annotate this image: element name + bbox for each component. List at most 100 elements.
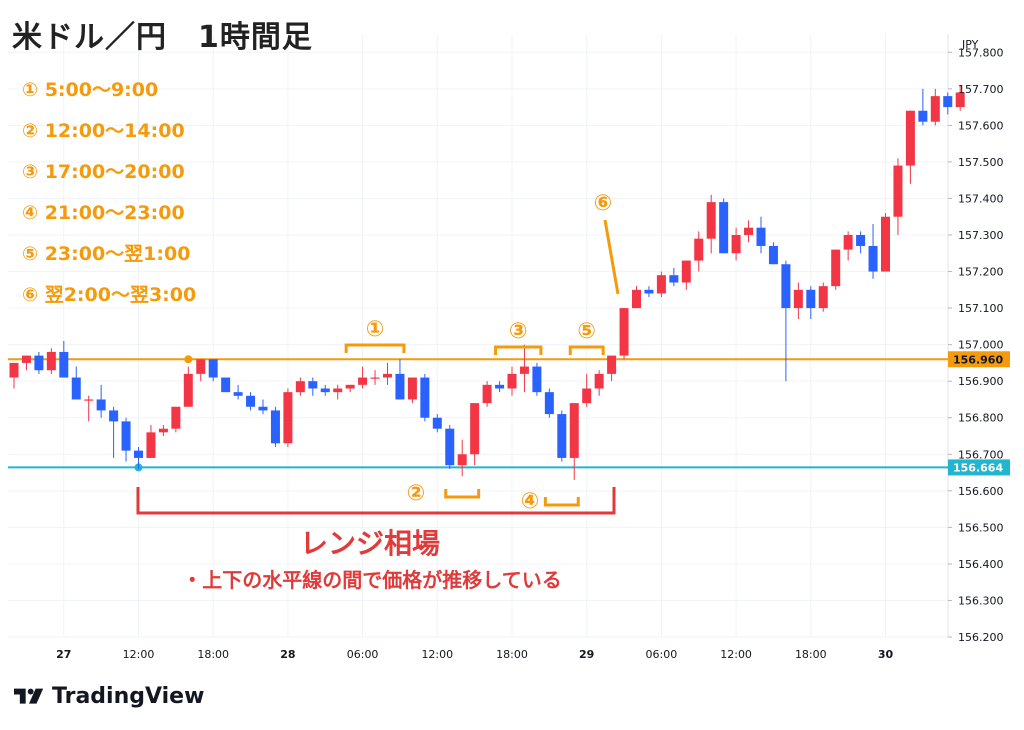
candle [706, 194, 716, 254]
candle [358, 366, 368, 389]
candle [756, 216, 766, 254]
bracket-5 [568, 345, 605, 355]
candle-body [694, 238, 704, 261]
time-axis: 27 12:00 18:00 28 06:00 12:00 18:00 29 06:00 12:0… [56, 648, 893, 661]
candle-body [84, 399, 94, 401]
y-tick-label: 156.700 [958, 448, 1004, 461]
candle [557, 410, 567, 462]
candle-body [121, 421, 131, 451]
candle-body [158, 428, 168, 433]
candle [843, 231, 853, 261]
candle-body [607, 355, 617, 374]
candle-body [482, 384, 492, 404]
marker-4: ④ [521, 489, 540, 514]
candle-body [233, 392, 243, 396]
x-tick-label: 30 [878, 648, 894, 661]
y-tick-label: 156.600 [958, 485, 1004, 498]
candle [544, 388, 554, 418]
candle-body [793, 289, 803, 309]
legend-item: ② 12:00〜14:00 [22, 120, 185, 142]
y-tick-label: 156.400 [958, 558, 1004, 571]
candle [619, 308, 629, 360]
candle-body [46, 351, 56, 371]
candle [781, 260, 791, 382]
y-tick-label: 156.900 [958, 375, 1004, 388]
candle-body [731, 235, 741, 254]
legend-item: ① 5:00〜9:00 [22, 79, 159, 101]
candle [594, 370, 604, 396]
y-tick-label: 156.300 [958, 594, 1004, 607]
candle-body [470, 403, 480, 455]
candle [681, 260, 691, 290]
candle-body [507, 373, 517, 389]
candle [607, 355, 617, 382]
candle-body [258, 406, 268, 411]
x-tick-label: 27 [56, 648, 71, 661]
candle-body [383, 373, 392, 378]
candle-body [856, 235, 866, 246]
candle [246, 392, 256, 411]
candle-body [208, 359, 218, 378]
y-tick-label: 157.500 [958, 156, 1004, 169]
candle [532, 362, 542, 396]
candle-body [370, 377, 380, 379]
candle [632, 286, 641, 309]
candle [34, 351, 44, 374]
candle [308, 377, 318, 396]
x-tick-label: 06:00 [347, 648, 379, 661]
candle-body [358, 377, 368, 385]
candle-body [644, 289, 654, 294]
candle [134, 446, 143, 469]
candle-body [71, 377, 81, 400]
candle [270, 406, 280, 447]
candle-body [806, 289, 816, 309]
candle-body [706, 202, 716, 239]
currency-label: JPY [961, 38, 979, 51]
candle-body [196, 359, 206, 374]
candle-body [333, 388, 343, 393]
candle-body [656, 275, 666, 294]
candle [258, 399, 268, 415]
candle [84, 395, 94, 422]
candle [943, 92, 953, 115]
candle-body [619, 308, 629, 356]
marker-6: ⑥ [594, 191, 613, 216]
candle-body [943, 96, 953, 108]
candle [856, 231, 866, 254]
candle-body [744, 227, 754, 235]
candle-body [221, 377, 231, 393]
brand-logo[interactable]: TradingView [14, 684, 204, 709]
legend-item: ⑥ 翌2:00〜翌3:00 [22, 284, 197, 306]
bracket-4 [543, 497, 580, 507]
upper-line-anchor [184, 355, 193, 364]
x-tick-label: 18:00 [795, 648, 827, 661]
candle [370, 370, 380, 385]
candle [731, 227, 741, 261]
range-title: レンジ相場 [300, 527, 440, 560]
candle [644, 286, 654, 298]
session-legend: ① 5:00〜9:00 ② 12:00〜14:00 ③ 17:00〜20:00 … [22, 78, 196, 324]
tradingview-icon [14, 688, 44, 704]
marker-6-pointer [603, 219, 620, 295]
candle-body [320, 388, 330, 393]
candle-body [905, 110, 915, 166]
candle-body [532, 366, 542, 393]
candle [283, 388, 293, 447]
candle-body [345, 384, 355, 389]
candle [59, 340, 69, 378]
candle [96, 384, 106, 418]
candle [768, 242, 778, 265]
candle [171, 406, 181, 433]
candle [669, 267, 679, 287]
candle-body [59, 351, 69, 378]
candle-body [295, 381, 305, 393]
candle-body [582, 388, 592, 404]
candle [930, 88, 940, 126]
y-tick-label: 157.200 [958, 266, 1004, 279]
candle [333, 384, 343, 400]
x-tick-label: 18:00 [496, 648, 528, 661]
candle [806, 286, 816, 320]
candle-body [21, 355, 31, 363]
